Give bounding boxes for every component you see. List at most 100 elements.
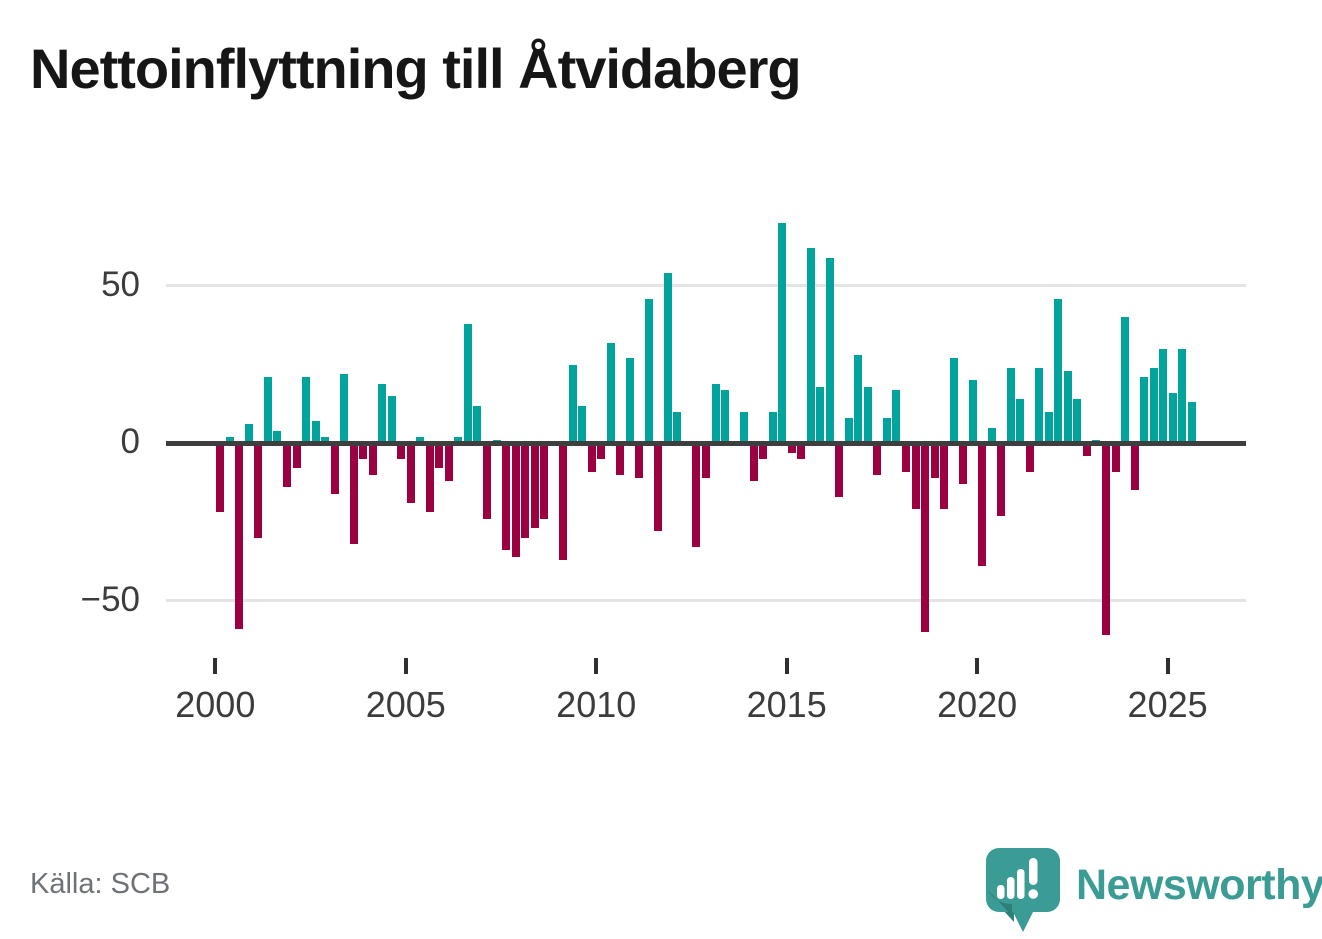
bar-2000-Q1: [216, 443, 225, 513]
bar-2016-Q2: [835, 443, 844, 497]
bar-2021-Q4: [1044, 411, 1053, 444]
bar-2012-Q3: [692, 443, 701, 548]
bar-2008-Q3: [540, 443, 549, 519]
bar-2004-Q2: [378, 383, 387, 444]
bar-2016-Q4: [854, 355, 863, 444]
bar-2009-Q1: [559, 443, 568, 560]
bar-2015-Q3: [806, 248, 815, 444]
y-axis-label-0: 0: [120, 422, 140, 462]
bar-2005-Q2: [416, 437, 425, 444]
zero-axis-line: [166, 440, 1246, 446]
bar-2013-Q2: [721, 389, 729, 444]
x-axis-tick-2010: [594, 658, 599, 674]
bar-2013-Q1: [711, 383, 720, 444]
bar-2000-Q4: [244, 424, 253, 444]
bar-2020-Q2: [987, 427, 996, 444]
bar-2015-Q2: [797, 443, 806, 459]
bar-2003-Q4: [359, 443, 368, 459]
bar-2015-Q4: [816, 386, 825, 444]
bar-2014-Q2: [759, 443, 768, 459]
bar-2017-Q2: [873, 443, 882, 475]
bar-2021-Q2: [1025, 443, 1034, 472]
bar-2021-Q3: [1035, 367, 1044, 444]
bar-2010-Q4: [625, 358, 634, 444]
bar-2011-Q4: [663, 273, 672, 444]
bar-2005-Q4: [435, 443, 444, 469]
y-axis-label-−50: −50: [80, 579, 140, 619]
bar-2012-Q1: [673, 411, 682, 444]
bar-2018-Q2: [911, 443, 920, 510]
chart-title: Nettoinflyttning till Åtvidaberg: [30, 37, 802, 100]
bar-2009-Q2: [568, 364, 577, 444]
bar-2020-Q1: [978, 443, 987, 566]
bar-2001-Q2: [263, 377, 272, 444]
bar-2005-Q1: [406, 443, 415, 504]
bar-2018-Q3: [921, 443, 929, 633]
bar-2004-Q1: [368, 443, 377, 475]
x-axis-label-2000: 2000: [175, 684, 256, 725]
source-attribution: Källa: SCB: [30, 868, 171, 900]
bar-2000-Q2: [225, 437, 234, 444]
bar-2025-Q2: [1178, 348, 1187, 444]
y-axis-label-50: 50: [101, 264, 140, 304]
bar-2020-Q3: [997, 443, 1006, 516]
bar-2012-Q4: [702, 443, 710, 478]
bar-2014-Q3: [768, 411, 777, 444]
bar-2010-Q2: [606, 342, 615, 444]
bar-2019-Q4: [968, 380, 977, 444]
gridline-−50: [166, 599, 1246, 603]
bar-2015-Q1: [787, 443, 796, 453]
bar-2001-Q1: [254, 443, 263, 538]
bar-2023-Q2: [1101, 443, 1110, 636]
bar-2017-Q3: [882, 418, 891, 444]
bar-2005-Q3: [425, 443, 434, 513]
brand-name: Newsworthy: [1076, 861, 1322, 909]
bar-2024-Q1: [1130, 443, 1139, 491]
bar-2020-Q4: [1006, 367, 1015, 444]
bar-2019-Q2: [949, 358, 958, 444]
bar-2011-Q2: [644, 298, 653, 444]
bar-2003-Q3: [349, 443, 358, 544]
bar-2002-Q2: [302, 377, 310, 444]
bar-2023-Q3: [1111, 443, 1120, 472]
bar-2010-Q3: [616, 443, 625, 475]
bar-2022-Q2: [1063, 370, 1072, 444]
bar-2007-Q1: [482, 443, 491, 519]
bar-2016-Q1: [825, 257, 834, 444]
bar-2025-Q1: [1168, 392, 1177, 444]
bar-2022-Q3: [1073, 399, 1082, 444]
bar-2018-Q4: [930, 443, 939, 478]
x-axis-label-2025: 2025: [1127, 684, 1208, 725]
bar-2014-Q4: [778, 223, 787, 444]
bar-2013-Q4: [740, 411, 749, 444]
bar-2008-Q1: [521, 443, 529, 538]
bar-2006-Q1: [444, 443, 453, 482]
bar-2003-Q1: [330, 443, 339, 494]
bar-2002-Q1: [292, 443, 301, 469]
x-axis-label-2010: 2010: [556, 684, 637, 725]
bar-2008-Q2: [530, 443, 539, 529]
bar-2009-Q3: [578, 405, 587, 444]
bar-2021-Q1: [1016, 399, 1025, 444]
newsworthy-speech-bubble-chart-icon: [986, 848, 1060, 932]
bar-2006-Q2: [454, 437, 463, 444]
bar-2024-Q3: [1149, 367, 1158, 444]
bar-2011-Q1: [635, 443, 644, 478]
bar-2001-Q3: [273, 430, 282, 444]
x-axis-tick-2020: [975, 658, 980, 674]
x-axis-label-2015: 2015: [746, 684, 827, 725]
bar-2002-Q4: [321, 437, 330, 444]
gridline-50: [166, 284, 1246, 288]
plot-area: [166, 200, 1246, 660]
bar-2019-Q3: [959, 443, 968, 485]
bar-2009-Q4: [587, 443, 596, 472]
bar-2023-Q4: [1121, 317, 1129, 444]
bar-2003-Q2: [340, 374, 349, 444]
bar-2014-Q1: [749, 443, 758, 482]
bar-2019-Q1: [940, 443, 948, 510]
bar-2022-Q4: [1082, 443, 1091, 456]
bar-2004-Q4: [397, 443, 406, 459]
bar-2006-Q3: [463, 323, 472, 444]
x-axis-tick-2005: [403, 658, 408, 674]
